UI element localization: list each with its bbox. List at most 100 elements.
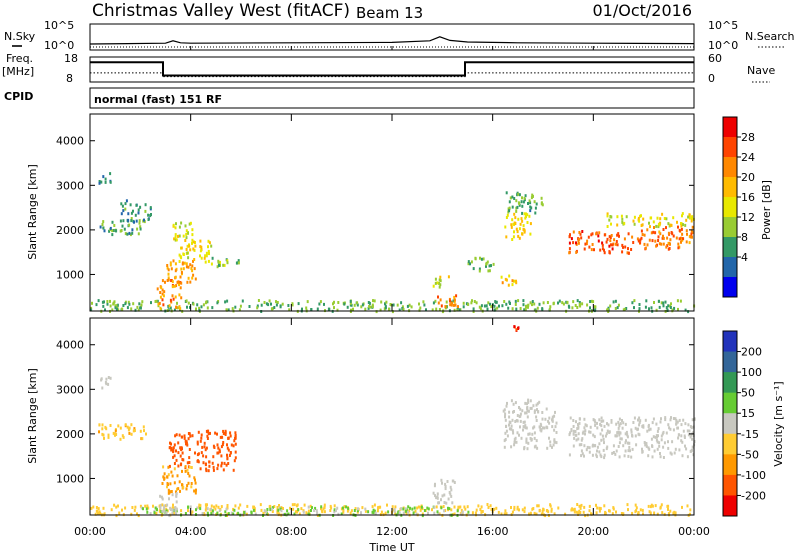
range-gate-cell — [101, 427, 104, 431]
range-gate-cell — [672, 234, 675, 238]
range-gate-cell — [529, 511, 532, 515]
range-gate-cell — [470, 260, 473, 264]
range-gate-cell — [519, 425, 521, 429]
range-gate-cell — [606, 308, 609, 311]
range-gate-cell — [95, 303, 98, 307]
range-gate-cell — [234, 435, 237, 439]
range-gate-cell — [480, 510, 483, 514]
range-gate-cell — [100, 378, 103, 382]
range-gate-cell — [200, 245, 203, 249]
range-gate-cell — [353, 303, 356, 307]
range-gate-cell — [342, 508, 345, 512]
range-gate-cell — [647, 504, 650, 508]
range-gate-cell — [458, 308, 461, 312]
range-gate-cell — [681, 214, 683, 218]
range-gate-cell — [439, 298, 442, 302]
range-gate-cell — [656, 429, 659, 433]
range-gate-cell — [273, 505, 276, 508]
range-gate-cell — [657, 235, 660, 239]
range-gate-cell — [638, 219, 641, 223]
range-gate-cell — [185, 262, 188, 266]
range-gate-cell — [182, 253, 185, 256]
range-gate-cell — [178, 283, 180, 287]
range-gate-cell — [226, 261, 229, 265]
range-gate-cell — [684, 444, 686, 448]
range-gate-cell — [478, 267, 481, 271]
range-gate-cell — [189, 305, 191, 309]
range-gate-cell — [227, 512, 230, 516]
range-gate-cell — [119, 437, 122, 441]
range-gate-cell — [654, 504, 657, 508]
range-gate-cell — [681, 238, 684, 242]
range-gate-cell — [137, 232, 140, 236]
range-gate-cell — [637, 239, 640, 243]
range-gate-cell — [256, 306, 259, 310]
range-gate-cell — [349, 299, 352, 303]
range-gate-cell — [681, 440, 684, 444]
range-gate-cell — [689, 235, 692, 239]
range-gate-cell — [523, 230, 526, 234]
range-gate-cell — [680, 222, 682, 225]
range-gate-cell — [603, 453, 606, 457]
range-gate-cell — [169, 263, 172, 267]
range-gate-cell — [522, 299, 525, 303]
range-gate-cell — [489, 504, 492, 508]
range-gate-cell — [107, 433, 110, 437]
range-gate-cell — [680, 423, 683, 427]
range-gate-cell — [91, 301, 93, 305]
range-gate-cell — [128, 426, 131, 430]
range-gate-cell — [498, 304, 500, 308]
range-gate-cell — [146, 504, 149, 508]
range-gate-cell — [117, 504, 119, 508]
range-gate-cell — [402, 511, 405, 515]
range-gate-cell — [678, 237, 681, 241]
range-gate-cell — [643, 233, 646, 237]
range-gate-cell — [444, 509, 447, 512]
range-gate-cell — [651, 444, 653, 448]
range-gate-cell — [195, 488, 197, 492]
range-gate-cell — [237, 261, 240, 265]
range-gate-cell — [575, 241, 577, 245]
range-gate-cell — [631, 235, 634, 239]
range-gate-cell — [136, 305, 139, 309]
range-gate-cell — [171, 474, 174, 478]
range-gate-cell — [598, 450, 601, 454]
range-gate-cell — [168, 514, 171, 518]
range-gate-cell — [198, 505, 201, 509]
range-gate-cell — [620, 512, 623, 515]
range-gate-cell — [539, 425, 542, 429]
range-gate-cell — [583, 426, 586, 430]
range-gate-cell — [196, 440, 199, 444]
range-gate-cell — [525, 437, 528, 441]
range-gate-cell — [384, 304, 387, 308]
range-gate-cell — [341, 506, 344, 510]
range-gate-cell — [600, 416, 603, 420]
range-gate-cell — [205, 429, 208, 433]
range-gate-cell — [254, 512, 257, 516]
range-gate-cell — [615, 240, 618, 243]
range-gate-cell — [536, 408, 538, 412]
range-gate-cell — [345, 505, 348, 509]
range-gate-cell — [577, 239, 580, 243]
range-gate-cell — [548, 421, 551, 425]
range-gate-cell — [634, 434, 637, 438]
range-gate-cell — [145, 507, 148, 511]
range-gate-cell — [453, 300, 456, 304]
range-gate-cell — [126, 425, 129, 429]
range-gate-cell — [504, 418, 507, 422]
range-gate-cell — [172, 506, 175, 510]
range-gate-cell — [446, 480, 449, 483]
range-gate-cell — [684, 223, 687, 227]
range-gate-cell — [635, 509, 638, 513]
range-gate-cell — [575, 433, 578, 437]
range-gate-cell — [159, 295, 162, 299]
range-gate-cell — [104, 180, 107, 184]
range-gate-cell — [603, 248, 605, 252]
range-gate-cell — [131, 231, 134, 235]
range-gate-cell — [112, 431, 115, 435]
range-gate-cell — [98, 181, 101, 185]
range-gate-cell — [593, 435, 596, 439]
range-gate-cell — [380, 510, 383, 514]
range-gate-cell — [682, 237, 685, 241]
